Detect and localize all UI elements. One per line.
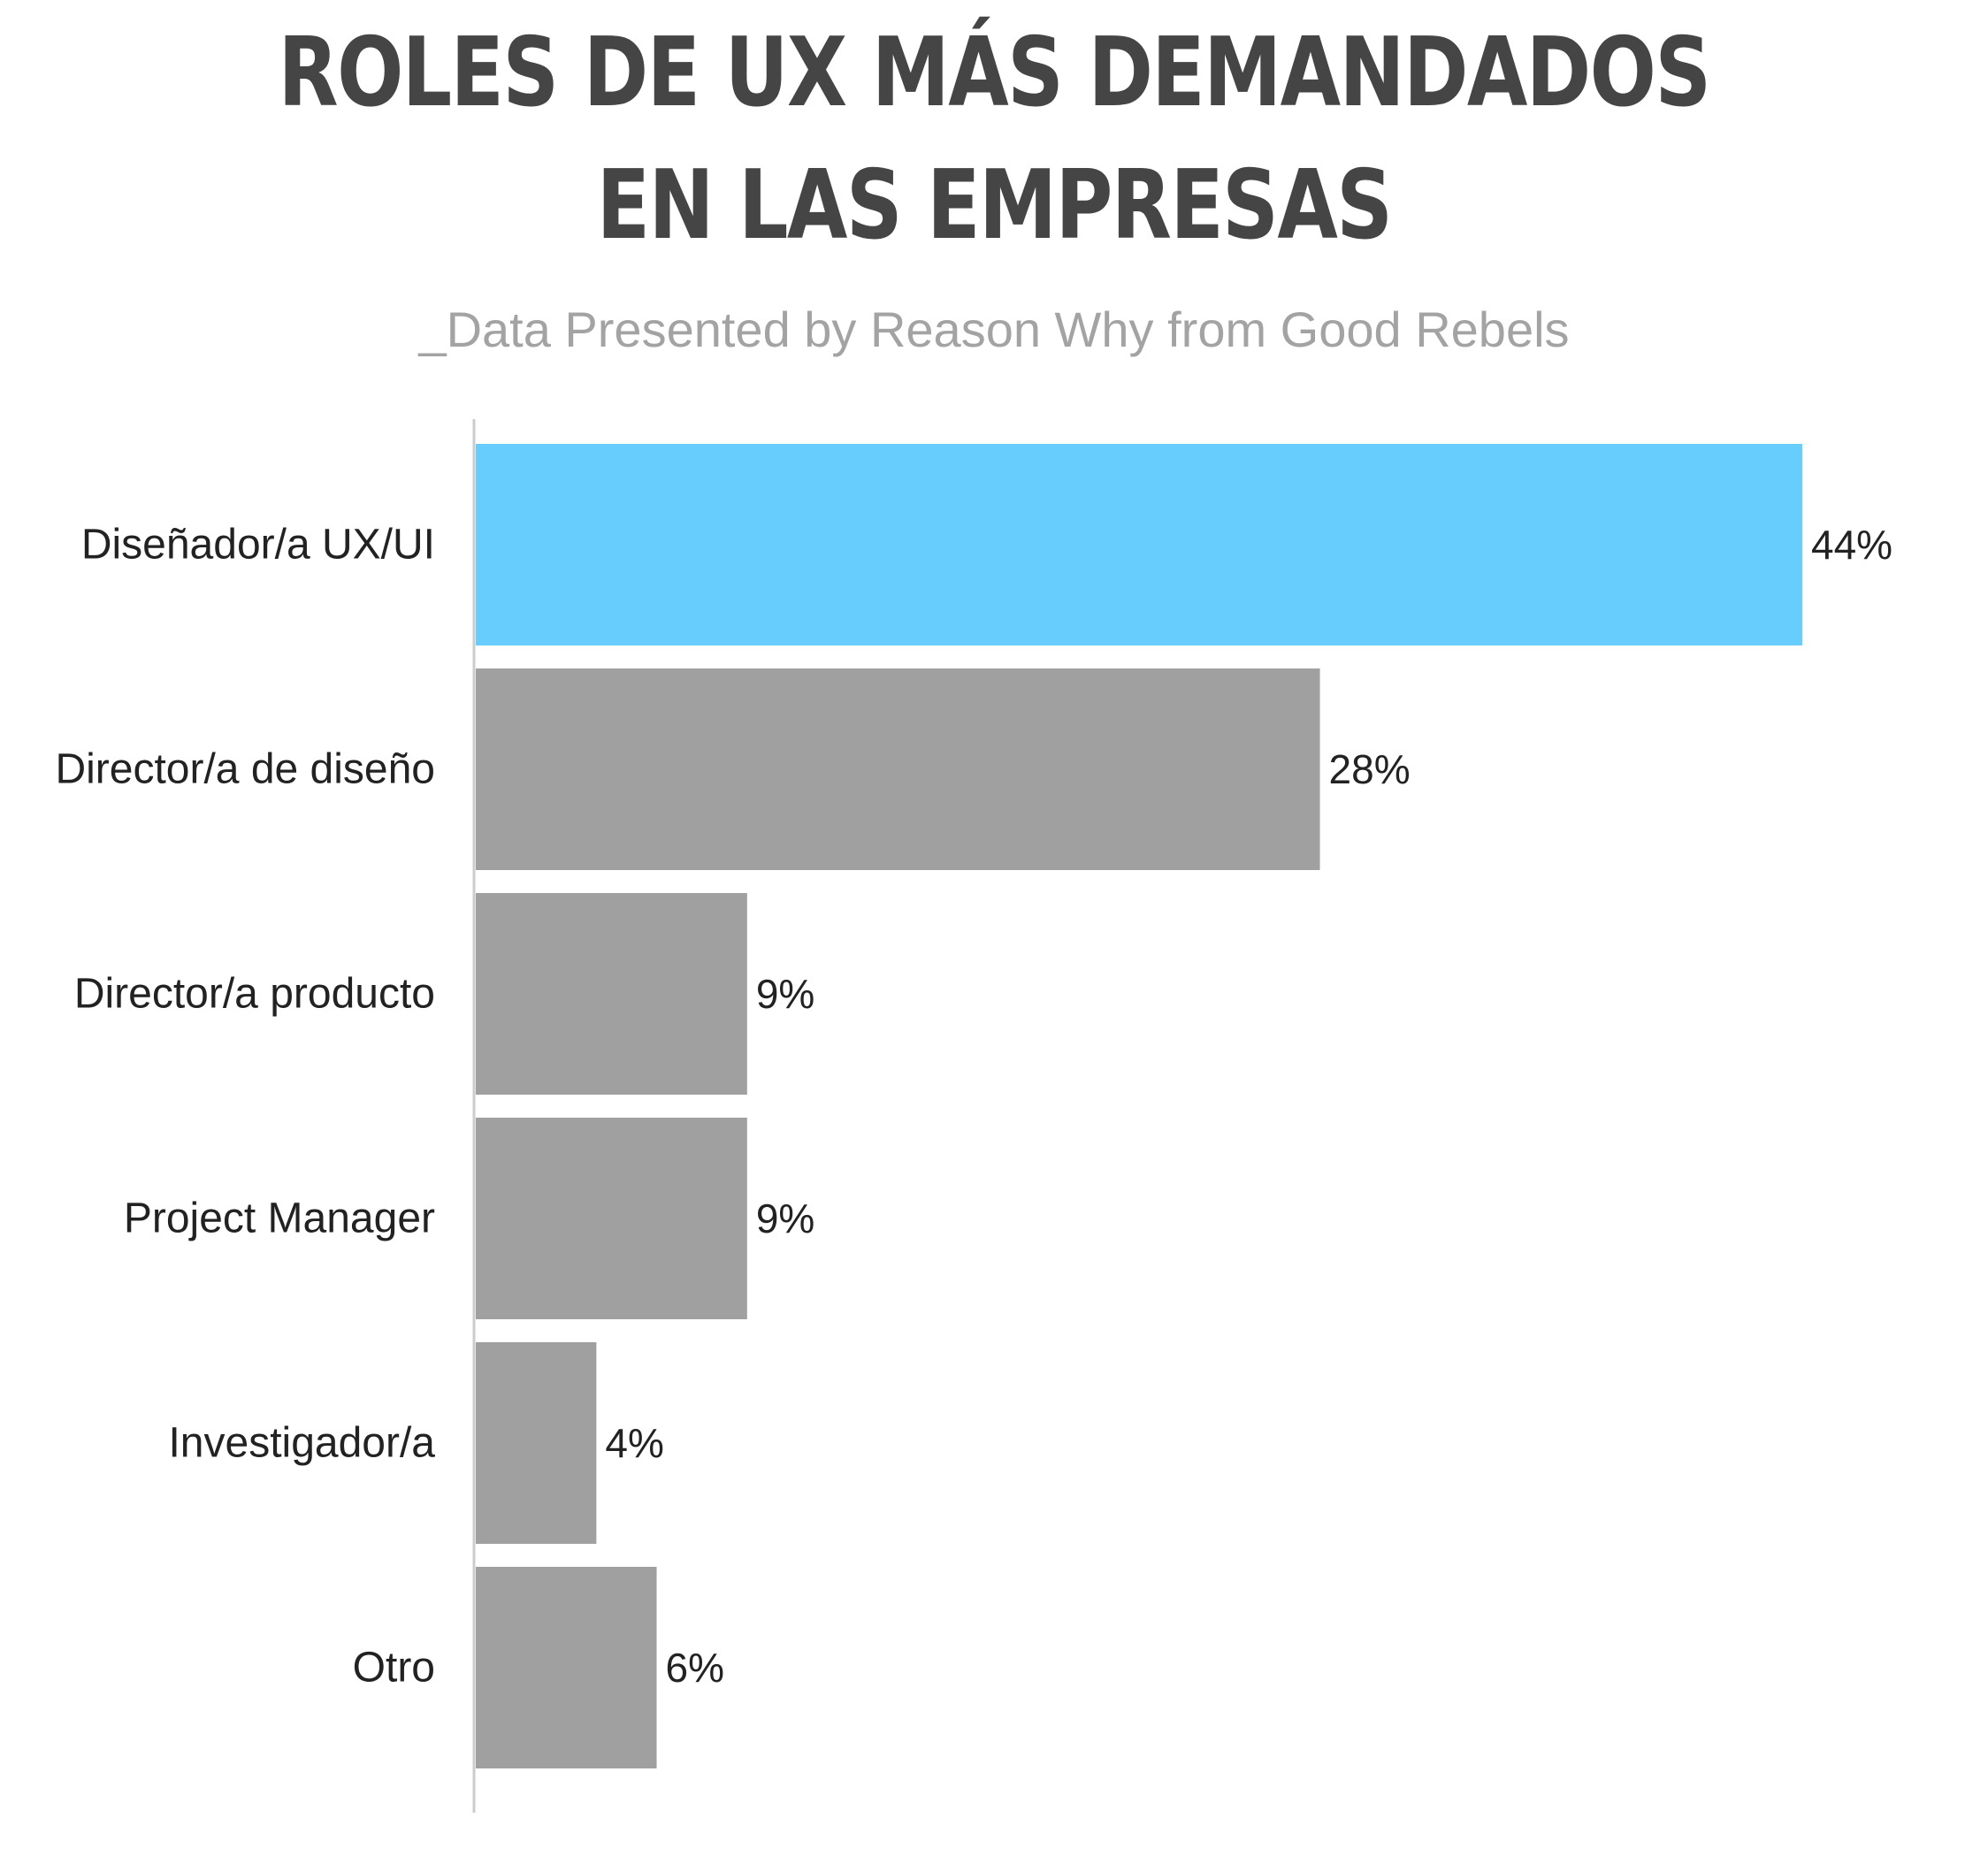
chart-subtitle: _Data Presented by Reason Why from Good … [418, 302, 1570, 357]
category-label-1: Director/a de diseño [55, 746, 435, 793]
chart-title-line-2: EN LAS EMPRESAS [596, 150, 1393, 261]
bar-2 [476, 893, 747, 1095]
bar-1 [476, 668, 1320, 870]
category-label-2: Director/a producto [74, 971, 435, 1018]
category-label-4: Investigador/a [168, 1420, 435, 1467]
category-label-3: Project Manager [124, 1195, 435, 1242]
chart-title-line-1: ROLES DE UX MÁS DEMANDADOS [278, 18, 1712, 128]
bar-0 [476, 444, 1802, 645]
category-label-5: Otro [353, 1645, 435, 1692]
value-label-3: 9% [756, 1195, 814, 1241]
value-label-2: 9% [756, 971, 814, 1017]
value-label-1: 28% [1329, 746, 1411, 792]
value-label-5: 6% [666, 1645, 724, 1691]
bar-3 [476, 1118, 747, 1319]
bar-5 [476, 1567, 657, 1768]
bar-4 [476, 1342, 597, 1544]
category-label-0: Diseñador/a UX/UI [81, 522, 435, 569]
value-label-0: 44% [1811, 522, 1892, 568]
value-label-4: 4% [605, 1420, 663, 1466]
